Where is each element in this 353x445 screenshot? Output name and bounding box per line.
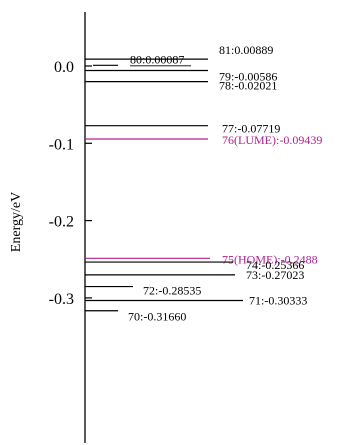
energy-level-label: 78:-0.02021 xyxy=(219,79,277,93)
energy-level-label: 76(LUME):-0.09439 xyxy=(222,133,322,147)
energy-level-label: 79:-0.00586 xyxy=(219,70,277,84)
energy-level-label: 71:-0.30333 xyxy=(249,293,307,307)
energy-level-label: 74:-0.25366 xyxy=(246,258,304,272)
y-axis-ticks: 0.0 -0.1 -0.2 -0.3 xyxy=(49,59,92,308)
energy-level-label: 72:-0.28535 xyxy=(143,284,201,298)
y-tick-label: -0.2 xyxy=(49,214,74,231)
energy-levels: 81:0.00889 80:0.00087 79:-0.0058678:-0.020… xyxy=(85,43,322,324)
y-tick-label: -0.1 xyxy=(49,136,74,153)
y-tick-label: -0.3 xyxy=(49,291,74,308)
y-tick-label: 0.0 xyxy=(54,59,74,76)
energy-level-label: 81:0.00889 xyxy=(219,43,273,57)
energy-level-label: 80:0.00087 xyxy=(130,52,184,66)
energy-level-label: 75(HOME):-0.2488 xyxy=(222,252,318,266)
energy-level-label: 77:-0.07719 xyxy=(222,122,280,136)
y-axis-title: Energy/eV xyxy=(9,192,24,252)
energy-level-label: 70:-0.31660 xyxy=(128,310,186,324)
energy-level-label: 73:-0.27023 xyxy=(246,268,304,282)
